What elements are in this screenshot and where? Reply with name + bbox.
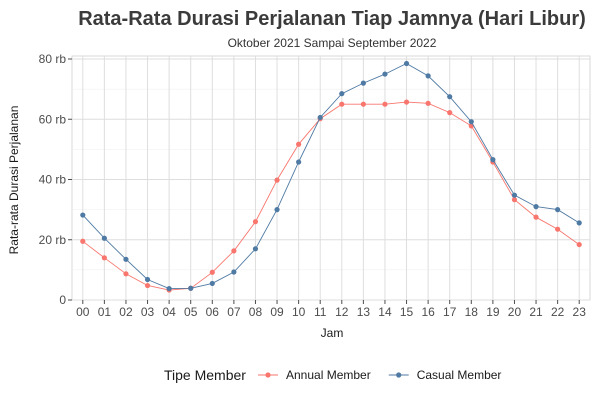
x-tick-label: 20 [508, 305, 522, 319]
data-point [447, 110, 453, 116]
data-point [296, 159, 302, 165]
data-point [382, 71, 388, 77]
legend-item-0: Annual Member [258, 368, 371, 382]
data-point [382, 101, 388, 107]
y-tick-label: 60 rb [39, 112, 67, 126]
x-tick-label: 13 [357, 305, 371, 319]
data-point [274, 207, 280, 213]
data-point [252, 246, 259, 252]
x-tick-label: 21 [529, 305, 543, 319]
legend-label: Annual Member [286, 368, 371, 382]
x-tick-label: 02 [119, 305, 133, 319]
x-axis-title: Jam [321, 326, 344, 340]
data-point [101, 235, 107, 241]
data-point [425, 73, 431, 79]
x-tick-label: 12 [335, 305, 349, 319]
data-point [360, 101, 366, 107]
series-layer [80, 60, 582, 293]
x-tick-label: 01 [98, 305, 112, 319]
data-point [447, 94, 453, 100]
plot-panel [71, 55, 591, 301]
x-tick-label: 22 [551, 305, 565, 319]
x-tick-label: 18 [465, 305, 479, 319]
data-point [511, 197, 518, 203]
y-tick-label: 40 rb [39, 173, 67, 187]
data-point [209, 269, 215, 275]
grid [71, 55, 591, 301]
x-tick-label: 10 [292, 305, 306, 319]
data-point [317, 114, 323, 121]
x-tick-label: 15 [400, 305, 414, 319]
data-point [123, 256, 129, 262]
x-tick-label: 19 [486, 305, 500, 319]
data-point [555, 226, 561, 232]
data-point [144, 276, 151, 283]
data-point [555, 207, 561, 213]
data-point [274, 177, 280, 183]
x-tick-label: 16 [421, 305, 435, 319]
series-1 [80, 60, 582, 292]
data-point [511, 192, 518, 198]
y-tick-label: 80 rb [39, 52, 67, 66]
data-point [533, 214, 539, 220]
x-tick-label: 09 [270, 305, 284, 319]
x-tick-label: 04 [162, 305, 176, 319]
legend-key [265, 372, 271, 378]
data-point [80, 238, 86, 244]
data-point [209, 280, 215, 287]
data-point [188, 285, 194, 291]
data-point [80, 212, 86, 218]
y-tick-label: 20 rb [39, 233, 67, 247]
chart-title: Rata-Rata Durasi Perjalanan Tiap Jamnya … [78, 8, 586, 30]
data-point [425, 100, 431, 106]
x-tick-label: 17 [443, 305, 457, 319]
data-point [576, 241, 582, 248]
data-point [533, 204, 539, 210]
x-tick-label: 11 [314, 305, 327, 319]
legend-items: Annual Member Casual Member [258, 368, 501, 382]
y-tick-label: 0 [59, 293, 66, 307]
x-tick-label: 00 [76, 305, 90, 319]
data-point [339, 91, 345, 97]
x-axis: 00 01 02 03 04 05 06 07 08 09 10 11 12 13 14 15 16 17 18 19… [76, 300, 586, 319]
x-tick-label: 06 [206, 305, 220, 319]
series-line [82, 101, 580, 291]
data-point [144, 282, 151, 289]
data-point [166, 285, 172, 292]
data-point [101, 255, 107, 261]
x-tick-label: 05 [184, 305, 198, 319]
legend-title: Tipe Member [164, 367, 246, 383]
x-tick-label: 08 [249, 305, 263, 319]
x-tick-label: 14 [378, 305, 392, 319]
x-tick-label: 03 [141, 305, 155, 319]
data-point [468, 119, 474, 125]
data-point [252, 219, 259, 225]
data-point [231, 269, 237, 275]
y-axis-title: Rata-rata Durasi Perjalanan [7, 106, 21, 255]
data-point [339, 101, 345, 107]
legend-label: Casual Member [417, 368, 502, 382]
data-point [296, 141, 302, 147]
series-line [82, 62, 580, 290]
data-point [403, 60, 410, 67]
data-point [231, 248, 237, 254]
legend-item-1: Casual Member [388, 368, 502, 382]
x-tick-label: 07 [227, 305, 241, 319]
data-point [403, 99, 410, 105]
chart-subtitle: Oktober 2021 Sampai September 2022 [228, 36, 437, 50]
data-point [123, 271, 129, 277]
y-axis: 0 20 rb 40 rb 60 rb 80 rb [39, 52, 72, 307]
x-tick-label: 23 [573, 305, 587, 319]
data-point [490, 157, 496, 163]
legend-key [396, 372, 402, 378]
data-point [576, 220, 582, 226]
data-point [360, 80, 366, 86]
legend: Tipe Member Annual Member Casual Member [164, 367, 501, 383]
